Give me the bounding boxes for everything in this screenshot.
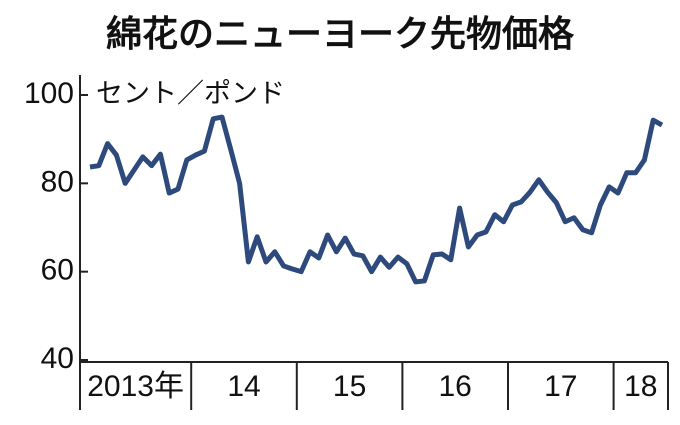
y-tick-label: 100 xyxy=(24,77,74,110)
x-tick-label: 18 xyxy=(624,370,657,403)
y-tick-label: 40 xyxy=(41,342,74,375)
line-series xyxy=(89,114,664,285)
x-tick-label: 16 xyxy=(439,370,472,403)
x-tick-label: 17 xyxy=(544,370,577,403)
y-tick-label: 60 xyxy=(41,254,74,287)
x-tick-label: 2013年 xyxy=(87,370,184,403)
y-axis-label: セント／ポンド xyxy=(96,79,285,110)
chart-title: 綿花のニューヨーク先物価格 xyxy=(106,14,575,55)
x-tick-label: 14 xyxy=(227,370,260,403)
x-tick-label: 15 xyxy=(333,370,366,403)
y-tick-label: 80 xyxy=(41,165,74,198)
